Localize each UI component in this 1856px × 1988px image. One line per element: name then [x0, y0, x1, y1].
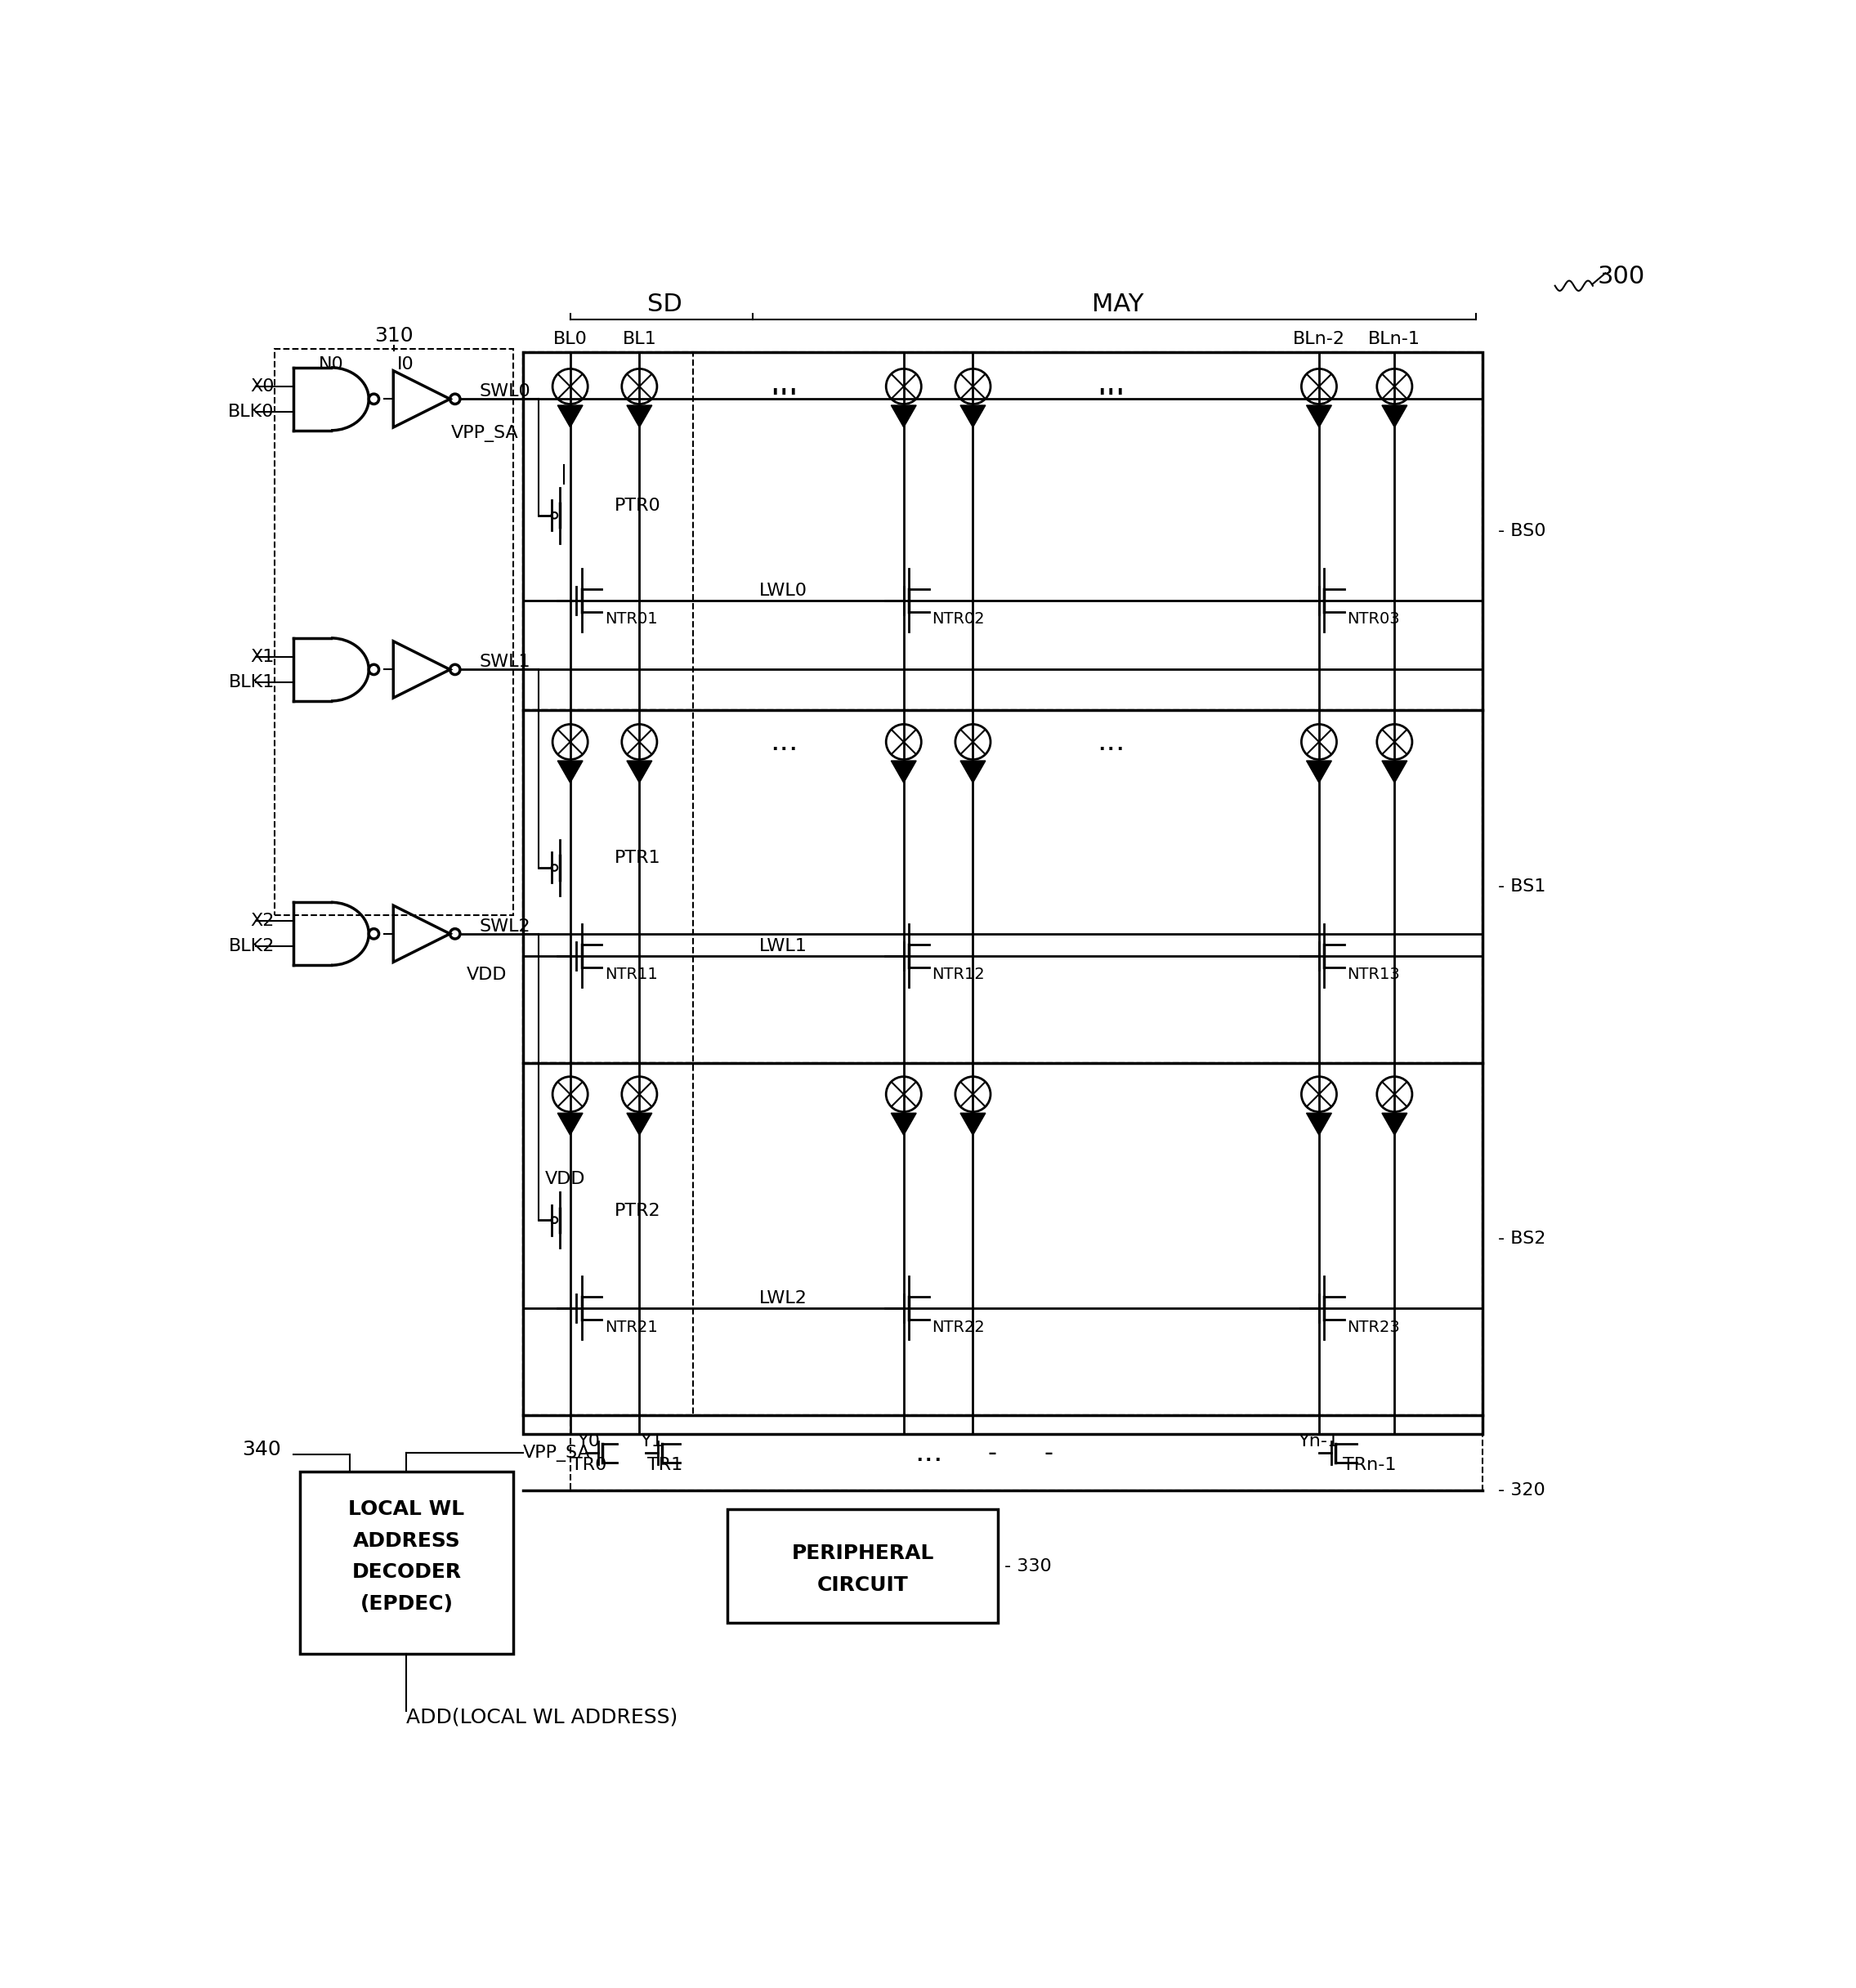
Text: LWL0: LWL0 — [759, 582, 807, 598]
Bar — [523, 352, 1483, 710]
Text: PTR2: PTR2 — [614, 1203, 661, 1219]
Text: TRn-1: TRn-1 — [1342, 1457, 1396, 1473]
Text: X1: X1 — [251, 648, 275, 666]
Bar — [523, 710, 1483, 1064]
Text: 340: 340 — [241, 1439, 280, 1459]
Polygon shape — [891, 406, 917, 427]
Polygon shape — [960, 406, 986, 427]
Text: X2: X2 — [251, 912, 275, 928]
Text: BLK2: BLK2 — [228, 938, 275, 954]
Text: BL1: BL1 — [622, 332, 657, 348]
Polygon shape — [627, 1113, 651, 1135]
Polygon shape — [627, 406, 651, 427]
Text: VPP_SA: VPP_SA — [451, 425, 518, 441]
Text: - BS2: - BS2 — [1498, 1231, 1546, 1246]
Text: NTR13: NTR13 — [1347, 966, 1399, 982]
Text: ADD(LOCAL WL ADDRESS): ADD(LOCAL WL ADDRESS) — [406, 1708, 677, 1728]
Polygon shape — [891, 761, 917, 783]
Text: SWL2: SWL2 — [479, 918, 531, 934]
Text: NTR23: NTR23 — [1347, 1320, 1399, 1334]
Polygon shape — [960, 1113, 986, 1135]
Text: ...: ... — [1097, 372, 1125, 400]
Text: X0: X0 — [251, 378, 275, 394]
Polygon shape — [557, 1113, 583, 1135]
Bar — [299, 1471, 514, 1654]
Polygon shape — [891, 1113, 917, 1135]
Text: NTR21: NTR21 — [605, 1320, 657, 1334]
Text: TR0: TR0 — [572, 1457, 607, 1473]
Text: N0: N0 — [319, 356, 343, 372]
Text: Y1: Y1 — [640, 1433, 663, 1449]
Text: SWL0: SWL0 — [479, 384, 531, 400]
Bar — [523, 710, 692, 1064]
Bar — [570, 1415, 1483, 1491]
Polygon shape — [1383, 761, 1407, 783]
Text: ...: ... — [770, 370, 798, 398]
Text: NTR02: NTR02 — [932, 612, 986, 626]
Text: VDD: VDD — [546, 1171, 585, 1187]
Text: MAY: MAY — [1091, 292, 1143, 316]
Text: LWL1: LWL1 — [759, 938, 807, 954]
Text: - BS1: - BS1 — [1498, 879, 1546, 895]
Text: VDD: VDD — [466, 966, 507, 982]
Text: 300: 300 — [1598, 264, 1644, 288]
Text: Yn-1: Yn-1 — [1299, 1433, 1340, 1449]
Bar — [523, 352, 1483, 1433]
Text: TR1: TR1 — [648, 1457, 683, 1473]
Text: BL0: BL0 — [553, 332, 586, 348]
Text: BLn-2: BLn-2 — [1294, 332, 1346, 348]
Text: -: - — [987, 1441, 997, 1465]
Text: ...: ... — [1097, 370, 1125, 398]
Text: VPP_SA: VPP_SA — [523, 1443, 590, 1461]
Text: NTR11: NTR11 — [605, 966, 657, 982]
Text: - 320: - 320 — [1498, 1483, 1546, 1499]
Text: DECODER: DECODER — [353, 1563, 462, 1582]
Text: ADDRESS: ADDRESS — [353, 1531, 460, 1551]
Text: LOCAL WL: LOCAL WL — [349, 1499, 464, 1519]
Text: (EPDEC): (EPDEC) — [360, 1594, 453, 1614]
Polygon shape — [1307, 406, 1331, 427]
Text: -: - — [1043, 1441, 1052, 1465]
Text: BLK0: BLK0 — [228, 404, 275, 419]
Text: ...: ... — [915, 1439, 943, 1467]
Bar — [728, 1509, 999, 1622]
Text: PTR1: PTR1 — [614, 851, 661, 867]
Text: ...: ... — [770, 372, 798, 400]
Text: - BS0: - BS0 — [1498, 523, 1546, 539]
Text: 310: 310 — [375, 326, 414, 346]
Text: - 330: - 330 — [1004, 1559, 1052, 1574]
Text: PERIPHERAL: PERIPHERAL — [791, 1545, 934, 1563]
Bar — [275, 348, 514, 914]
Text: ...: ... — [1097, 728, 1125, 755]
Text: SD: SD — [648, 292, 681, 316]
Polygon shape — [557, 406, 583, 427]
Polygon shape — [1307, 1113, 1331, 1135]
Text: NTR03: NTR03 — [1347, 612, 1399, 626]
Polygon shape — [960, 761, 986, 783]
Polygon shape — [1383, 406, 1407, 427]
Text: SWL1: SWL1 — [479, 654, 531, 670]
Text: NTR01: NTR01 — [605, 612, 657, 626]
Text: I0: I0 — [397, 356, 414, 372]
Text: BLK1: BLK1 — [228, 674, 275, 690]
Polygon shape — [557, 761, 583, 783]
Text: CIRCUIT: CIRCUIT — [817, 1574, 908, 1594]
Text: Y0: Y0 — [577, 1433, 601, 1449]
Text: BLn-1: BLn-1 — [1368, 332, 1420, 348]
Text: NTR22: NTR22 — [932, 1320, 986, 1334]
Text: PTR0: PTR0 — [614, 497, 661, 515]
Text: LWL2: LWL2 — [759, 1290, 807, 1306]
Bar — [523, 1064, 692, 1415]
Bar — [523, 1064, 1483, 1415]
Text: ...: ... — [770, 728, 798, 755]
Text: NTR12: NTR12 — [932, 966, 986, 982]
Polygon shape — [1307, 761, 1331, 783]
Polygon shape — [627, 761, 651, 783]
Polygon shape — [1383, 1113, 1407, 1135]
Bar — [523, 352, 692, 710]
